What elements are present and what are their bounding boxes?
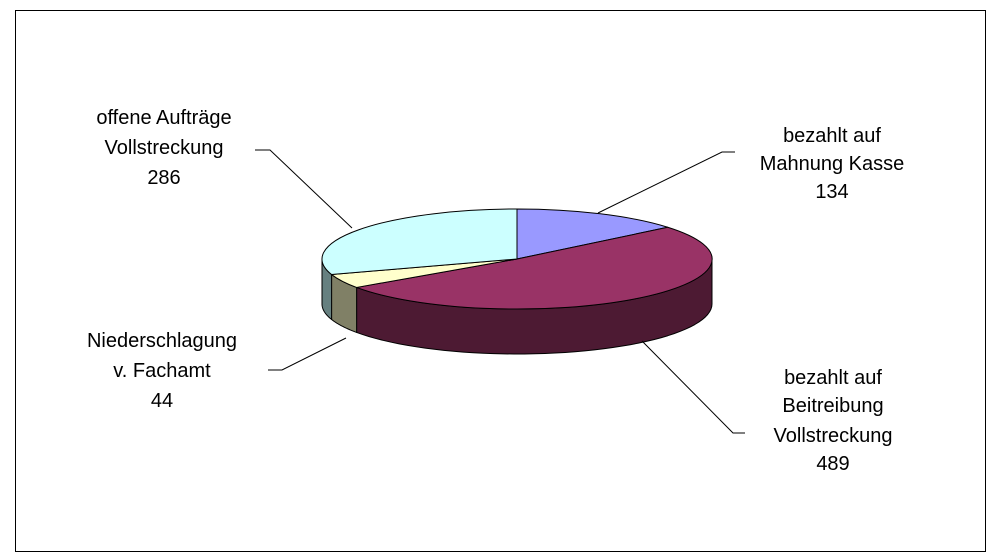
leader-line-bezahlt-auf-beitreibung-vollstreckung	[641, 340, 745, 434]
label-line: Beitreibung	[782, 395, 883, 417]
label-line: Vollstreckung	[105, 137, 224, 159]
leader-line-offene-auftr-ge-vollstreckung	[255, 149, 353, 229]
leader-line-bezahlt-auf-mahnung-kasse	[597, 151, 735, 214]
slice-label-mahnung-kasse: bezahlt auf Mahnung Kasse 134	[760, 125, 905, 203]
slice-label-niederschlagung: Niederschlagung v. Fachamt 44	[87, 330, 237, 412]
value-label: 134	[815, 181, 848, 203]
value-label: 489	[816, 453, 849, 475]
label-line: bezahlt auf	[784, 367, 882, 389]
pie-tops	[321, 208, 713, 310]
value-label: 286	[147, 167, 180, 189]
label-line: v. Fachamt	[113, 360, 211, 382]
pie-slice-offene-auftr-ge-vollstreckung	[321, 208, 518, 275]
value-label: 44	[151, 390, 173, 412]
label-line: Niederschlagung	[87, 330, 237, 352]
pie-slice-bezahlt-auf-beitreibung-vollstreckung	[356, 226, 713, 310]
leader-line-niederschlagung-v-fachamt	[268, 337, 347, 371]
slice-label-offene-auftraege: offene Aufträge Vollstreckung 286	[96, 107, 231, 189]
leader-lines	[255, 149, 745, 434]
label-line: offene Aufträge	[96, 107, 231, 129]
label-line: Vollstreckung	[774, 425, 893, 447]
label-line: bezahlt auf	[783, 125, 881, 147]
pie-slice-bezahlt-auf-mahnung-kasse	[516, 208, 669, 260]
slice-label-beitreibung: bezahlt auf Beitreibung Vollstreckung 48…	[774, 367, 893, 475]
label-line: Mahnung Kasse	[760, 153, 905, 175]
